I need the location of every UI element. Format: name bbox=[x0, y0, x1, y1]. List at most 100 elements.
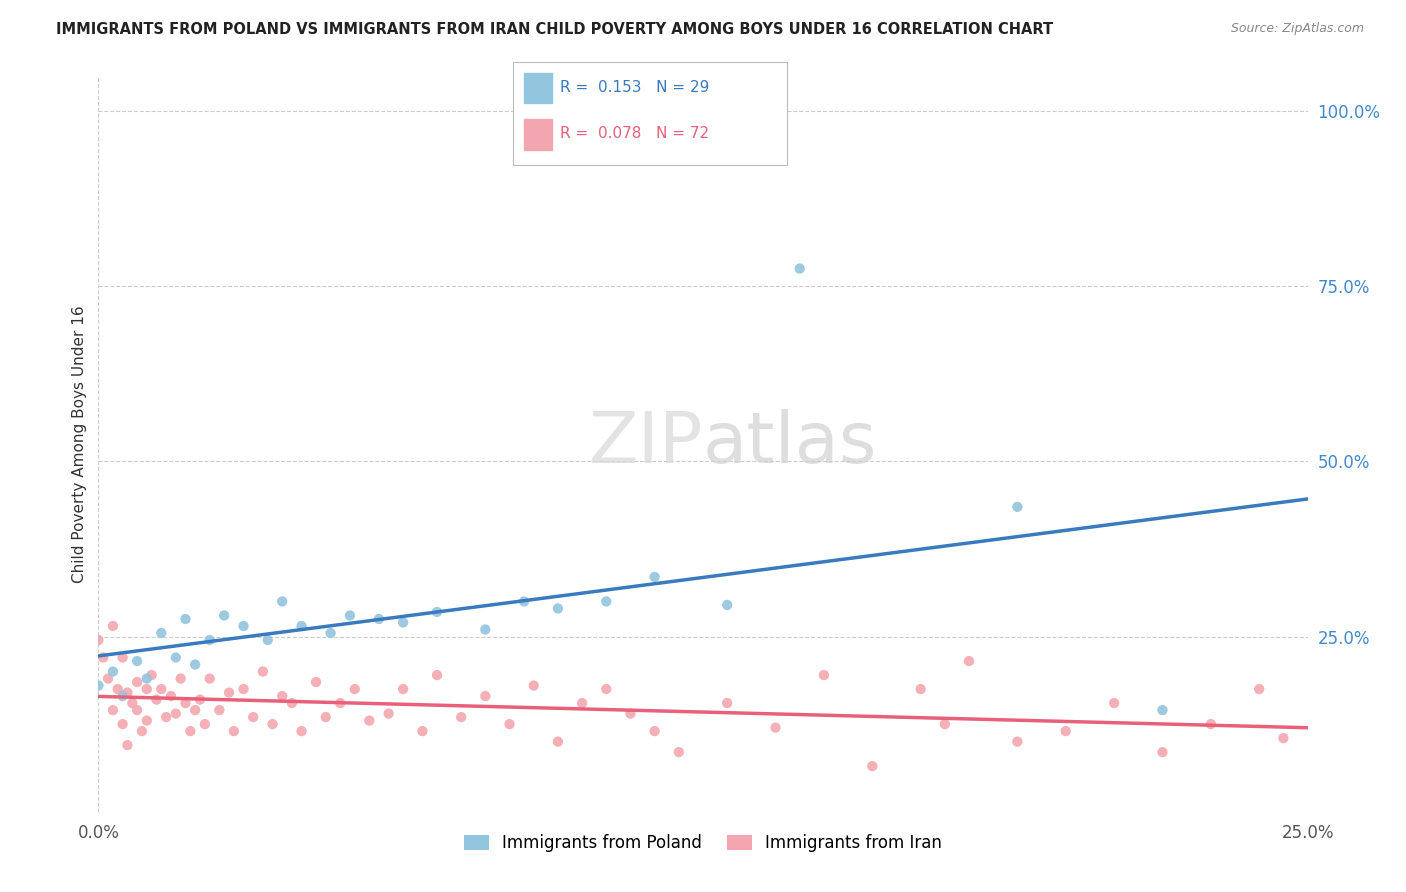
Point bbox=[290, 724, 312, 739]
Point bbox=[765, 721, 787, 735]
Point bbox=[319, 626, 342, 640]
Point bbox=[111, 689, 134, 703]
Point bbox=[127, 675, 149, 690]
Point bbox=[1152, 703, 1174, 717]
Point bbox=[212, 608, 235, 623]
Point bbox=[135, 672, 157, 686]
Point bbox=[392, 615, 415, 630]
Point bbox=[218, 685, 240, 699]
Point bbox=[194, 717, 217, 731]
Point bbox=[101, 665, 124, 679]
Point bbox=[184, 703, 207, 717]
Point bbox=[498, 717, 520, 731]
Point bbox=[135, 682, 157, 697]
Point bbox=[111, 717, 134, 731]
Point bbox=[198, 633, 221, 648]
Point bbox=[290, 619, 312, 633]
Point bbox=[111, 650, 134, 665]
Point bbox=[359, 714, 381, 728]
Point bbox=[619, 706, 641, 721]
Point bbox=[1152, 745, 1174, 759]
Point bbox=[305, 675, 328, 690]
Point bbox=[392, 682, 415, 697]
Text: R =  0.078   N = 72: R = 0.078 N = 72 bbox=[560, 127, 709, 141]
Point bbox=[165, 650, 187, 665]
Point bbox=[127, 654, 149, 668]
Point bbox=[252, 665, 274, 679]
Bar bbox=[524, 73, 551, 103]
Point bbox=[474, 623, 496, 637]
Point bbox=[169, 672, 191, 686]
Text: ZIP: ZIP bbox=[589, 409, 703, 478]
Point bbox=[179, 724, 201, 739]
Point bbox=[107, 682, 129, 697]
Point bbox=[644, 570, 666, 584]
Point bbox=[513, 594, 536, 608]
Point bbox=[242, 710, 264, 724]
Point bbox=[934, 717, 956, 731]
Point bbox=[188, 692, 211, 706]
Point bbox=[1007, 500, 1029, 514]
Point bbox=[165, 706, 187, 721]
Point bbox=[595, 682, 617, 697]
Point bbox=[339, 608, 361, 623]
Text: IMMIGRANTS FROM POLAND VS IMMIGRANTS FROM IRAN CHILD POVERTY AMONG BOYS UNDER 16: IMMIGRANTS FROM POLAND VS IMMIGRANTS FRO… bbox=[56, 22, 1053, 37]
Y-axis label: Child Poverty Among Boys Under 16: Child Poverty Among Boys Under 16 bbox=[72, 305, 87, 582]
Text: Source: ZipAtlas.com: Source: ZipAtlas.com bbox=[1230, 22, 1364, 36]
Point bbox=[813, 668, 835, 682]
Point bbox=[716, 696, 738, 710]
Point bbox=[97, 672, 120, 686]
Point bbox=[547, 734, 569, 748]
Point bbox=[1272, 731, 1295, 746]
Point bbox=[222, 724, 245, 739]
Point bbox=[256, 633, 278, 648]
Point bbox=[184, 657, 207, 672]
Point bbox=[426, 668, 449, 682]
Point bbox=[595, 594, 617, 608]
Legend: Immigrants from Poland, Immigrants from Iran: Immigrants from Poland, Immigrants from … bbox=[457, 827, 949, 859]
Point bbox=[262, 717, 284, 731]
Point bbox=[1102, 696, 1125, 710]
Point bbox=[232, 682, 254, 697]
Point bbox=[141, 668, 163, 682]
Point bbox=[87, 679, 110, 693]
Point bbox=[87, 633, 110, 648]
Point bbox=[174, 612, 197, 626]
Point bbox=[127, 703, 149, 717]
Point bbox=[547, 601, 569, 615]
Point bbox=[571, 696, 593, 710]
Point bbox=[101, 619, 124, 633]
Point bbox=[1007, 734, 1029, 748]
Point bbox=[1249, 682, 1271, 697]
Point bbox=[426, 605, 449, 619]
Point bbox=[155, 710, 177, 724]
Point bbox=[668, 745, 690, 759]
Point bbox=[860, 759, 883, 773]
Point bbox=[135, 714, 157, 728]
Point bbox=[411, 724, 433, 739]
Point bbox=[160, 689, 183, 703]
Point bbox=[716, 598, 738, 612]
Point bbox=[450, 710, 472, 724]
Point bbox=[343, 682, 366, 697]
Point bbox=[957, 654, 980, 668]
Point bbox=[91, 650, 114, 665]
Point bbox=[208, 703, 231, 717]
Point bbox=[145, 692, 167, 706]
Point bbox=[1199, 717, 1222, 731]
Point bbox=[150, 626, 173, 640]
Point bbox=[368, 612, 391, 626]
Point bbox=[131, 724, 153, 739]
Point bbox=[117, 685, 139, 699]
Point bbox=[121, 696, 143, 710]
Point bbox=[1054, 724, 1077, 739]
Point bbox=[271, 594, 294, 608]
Point bbox=[150, 682, 173, 697]
Point bbox=[315, 710, 337, 724]
Point bbox=[281, 696, 304, 710]
Point bbox=[329, 696, 352, 710]
Point bbox=[271, 689, 294, 703]
Point bbox=[789, 261, 811, 276]
Point bbox=[117, 738, 139, 752]
Point bbox=[198, 672, 221, 686]
